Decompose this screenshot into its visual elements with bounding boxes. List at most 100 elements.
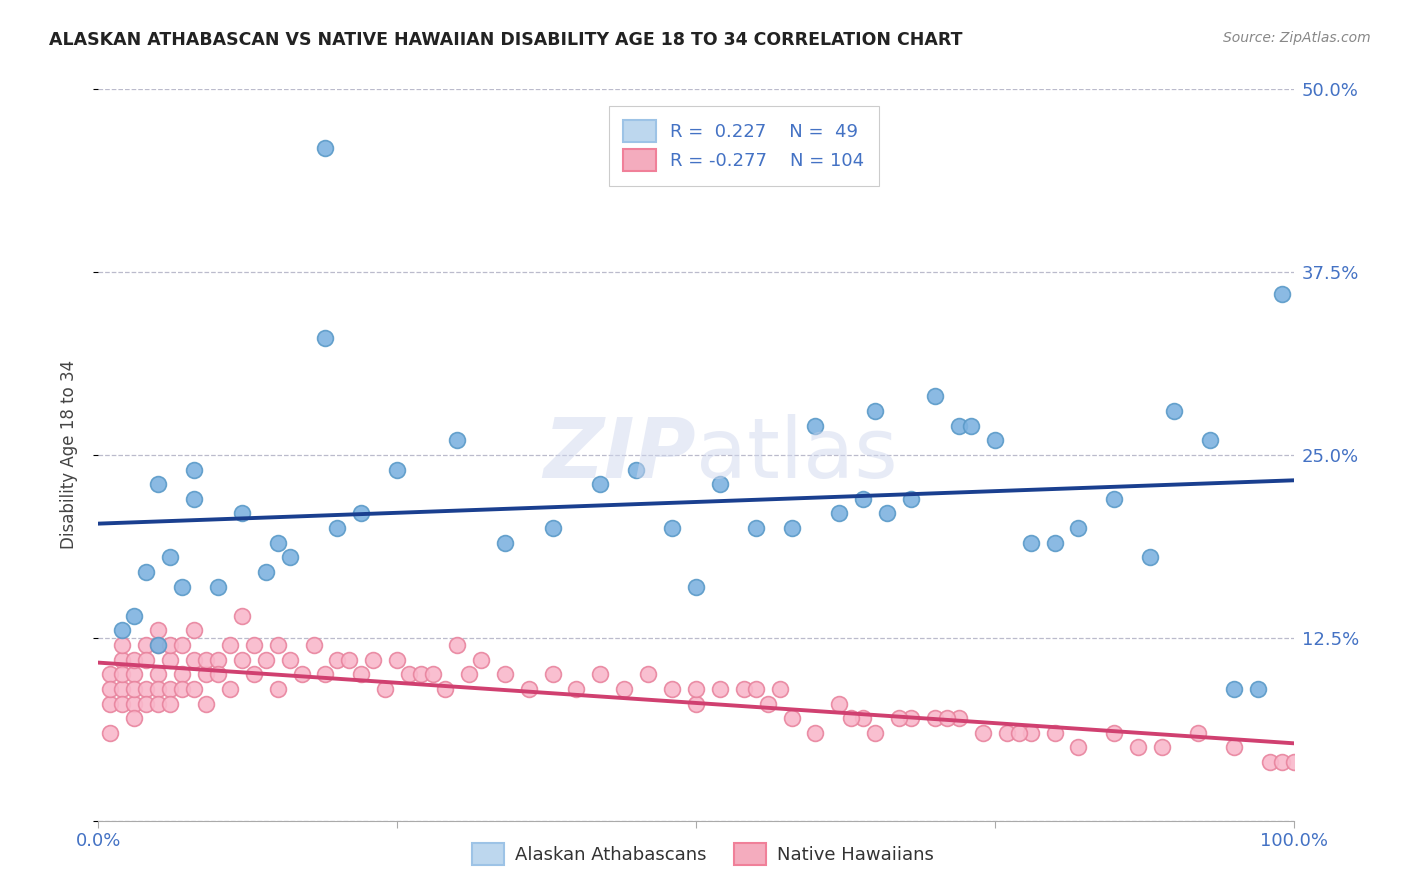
Point <box>243 638 266 652</box>
Point <box>924 389 946 403</box>
Point <box>385 653 409 667</box>
Point <box>385 462 409 476</box>
Point <box>1271 287 1294 301</box>
Point <box>1139 550 1161 565</box>
Point <box>494 535 516 549</box>
Point <box>841 711 863 725</box>
Point <box>135 638 157 652</box>
Point <box>111 697 134 711</box>
Point <box>159 681 181 696</box>
Text: ZIP: ZIP <box>543 415 696 495</box>
Point <box>98 667 122 681</box>
Point <box>326 653 349 667</box>
Point <box>135 697 157 711</box>
Point <box>398 667 420 681</box>
Point <box>111 624 134 638</box>
Point <box>135 565 157 579</box>
Point <box>219 681 242 696</box>
Point <box>517 681 540 696</box>
Point <box>661 681 683 696</box>
Point <box>960 418 983 433</box>
Point <box>98 726 122 740</box>
Point <box>1008 726 1031 740</box>
Point <box>1163 404 1185 418</box>
Point <box>1223 681 1246 696</box>
Point <box>148 667 170 681</box>
Point <box>685 681 707 696</box>
Point <box>995 726 1018 740</box>
Point <box>1247 681 1270 696</box>
Point <box>446 638 468 652</box>
Point <box>1104 491 1126 506</box>
Point <box>148 638 170 652</box>
Point <box>135 681 157 696</box>
Point <box>350 507 373 521</box>
Point <box>231 507 253 521</box>
Point <box>183 624 205 638</box>
Point <box>865 726 887 740</box>
Point <box>1258 755 1281 769</box>
Point <box>828 507 851 521</box>
Point <box>709 477 731 491</box>
Point <box>780 711 803 725</box>
Point <box>852 711 875 725</box>
Point <box>865 404 887 418</box>
Point <box>828 697 851 711</box>
Point <box>889 711 911 725</box>
Point <box>924 711 946 725</box>
Point <box>804 418 827 433</box>
Point <box>291 667 314 681</box>
Point <box>172 681 194 696</box>
Point <box>1271 755 1294 769</box>
Point <box>411 667 433 681</box>
Point <box>219 638 242 652</box>
Point <box>111 681 134 696</box>
Point <box>172 638 194 652</box>
Point <box>936 711 959 725</box>
Point <box>243 667 266 681</box>
Point <box>613 681 636 696</box>
Point <box>685 697 707 711</box>
Point <box>541 667 564 681</box>
Point <box>1223 740 1246 755</box>
Point <box>733 681 755 696</box>
Point <box>363 653 385 667</box>
Point <box>1104 726 1126 740</box>
Point <box>315 331 337 345</box>
Point <box>374 681 396 696</box>
Point <box>1043 535 1066 549</box>
Point <box>434 681 457 696</box>
Point <box>98 681 122 696</box>
Point <box>315 667 337 681</box>
Text: ALASKAN ATHABASCAN VS NATIVE HAWAIIAN DISABILITY AGE 18 TO 34 CORRELATION CHART: ALASKAN ATHABASCAN VS NATIVE HAWAIIAN DI… <box>49 31 963 49</box>
Point <box>267 535 290 549</box>
Point <box>183 681 205 696</box>
Point <box>1199 434 1222 448</box>
Point <box>183 491 205 506</box>
Point <box>984 434 1007 448</box>
Point <box>1067 521 1090 535</box>
Point <box>541 521 564 535</box>
Y-axis label: Disability Age 18 to 34: Disability Age 18 to 34 <box>59 360 77 549</box>
Text: Source: ZipAtlas.com: Source: ZipAtlas.com <box>1223 31 1371 45</box>
Point <box>159 638 181 652</box>
Point <box>148 697 170 711</box>
Point <box>254 565 277 579</box>
Legend: R =  0.227    N =  49, R = -0.277    N = 104: R = 0.227 N = 49, R = -0.277 N = 104 <box>609 105 879 186</box>
Point <box>446 434 468 448</box>
Point <box>148 681 170 696</box>
Point <box>254 653 277 667</box>
Point <box>589 667 612 681</box>
Point <box>231 653 253 667</box>
Point <box>148 477 170 491</box>
Point <box>565 681 588 696</box>
Point <box>195 653 218 667</box>
Point <box>207 653 229 667</box>
Point <box>1067 740 1090 755</box>
Point <box>195 697 218 711</box>
Point <box>124 667 146 681</box>
Point <box>709 681 731 696</box>
Point <box>756 697 779 711</box>
Point <box>769 681 792 696</box>
Point <box>589 477 612 491</box>
